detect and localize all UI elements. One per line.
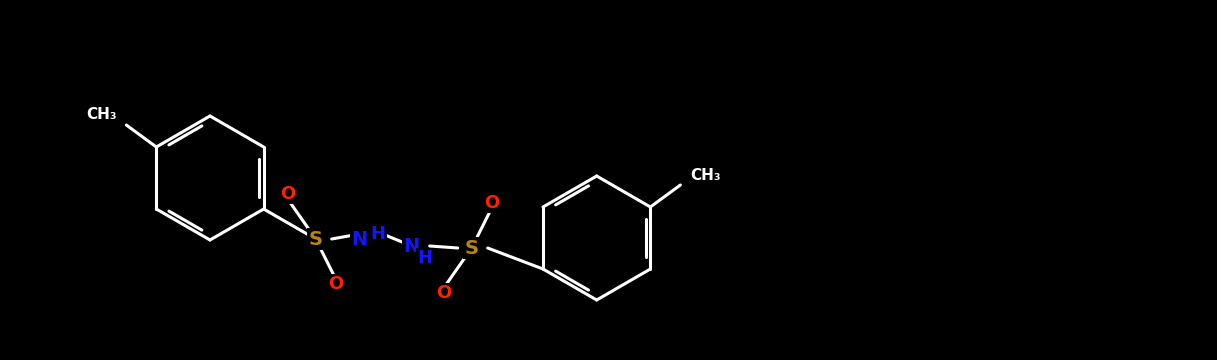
Text: CH₃: CH₃ bbox=[86, 108, 117, 122]
Text: N: N bbox=[352, 230, 368, 248]
Text: O: O bbox=[484, 194, 499, 212]
Text: O: O bbox=[436, 284, 452, 302]
Text: H: H bbox=[417, 249, 432, 267]
Text: CH₃: CH₃ bbox=[690, 167, 720, 183]
Text: O: O bbox=[280, 185, 296, 203]
Text: N: N bbox=[404, 237, 420, 256]
Text: H: H bbox=[370, 225, 386, 243]
Text: O: O bbox=[329, 275, 343, 293]
Text: S: S bbox=[309, 230, 323, 248]
Text: S: S bbox=[465, 239, 478, 257]
